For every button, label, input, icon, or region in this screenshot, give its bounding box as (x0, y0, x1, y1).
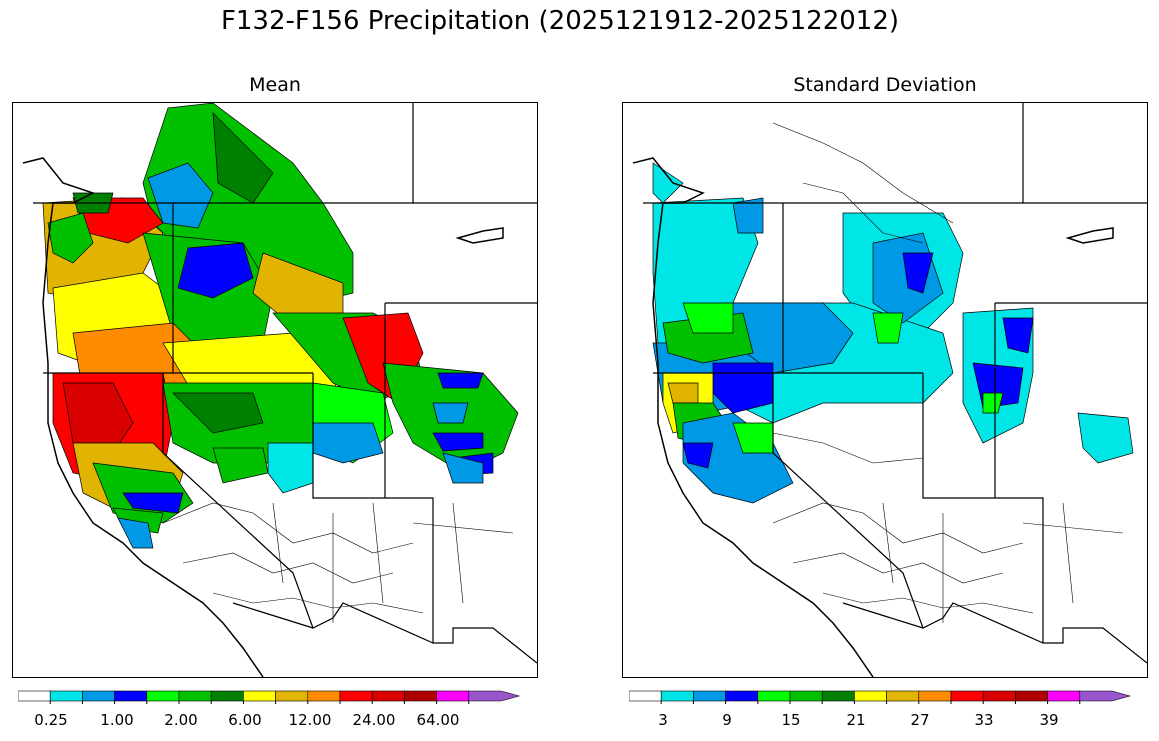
mean-colorbar (17, 688, 533, 708)
std-tick-label: 33 (974, 711, 994, 729)
mean-tick-label: 2.00 (164, 711, 198, 729)
std-tick-label: 21 (846, 711, 866, 729)
mean-colorbar-segment (210, 690, 244, 702)
mean-tick-label: 64.00 (416, 711, 460, 729)
mean-colorbar-segment (436, 690, 470, 702)
mean-tick-label: 1.00 (100, 711, 134, 729)
std-colorbar-segment (725, 690, 759, 702)
mean-tick-label: 24.00 (352, 711, 396, 729)
mean-colorbar-segment (146, 690, 180, 702)
mean-colorbar-segment (82, 690, 115, 702)
std-colorbar-segment (1015, 690, 1048, 702)
mean-map (12, 102, 538, 678)
std-colorbar-segment (982, 690, 1016, 702)
mean-colorbar-svg (17, 690, 521, 704)
std-colorbar-segment (886, 690, 920, 702)
mean-panel-title: Mean (249, 74, 301, 96)
std-tick-label: 3 (658, 711, 668, 729)
mean-tick-label: 6.00 (228, 711, 262, 729)
std-colorbar-segment (950, 690, 984, 702)
std-map (622, 102, 1148, 678)
mean-colorbar-segment (371, 690, 405, 702)
std-tick-label: 9 (722, 711, 732, 729)
std-map-canvas (632, 103, 1147, 677)
std-colorbar-segment (918, 690, 952, 702)
figure-title: F132-F156 Precipitation (2025121912-2025… (220, 6, 900, 36)
mean-colorbar-segment (17, 690, 51, 702)
std-tick-label: 27 (910, 711, 930, 729)
std-colorbar-segment (1047, 690, 1081, 702)
mean-colorbar-segment (468, 690, 521, 702)
std-colorbar-segment (789, 690, 823, 702)
mean-map-canvas (22, 103, 537, 677)
std-colorbar-svg (628, 690, 1132, 704)
std-colorbar-segment (821, 690, 855, 702)
mean-colorbar-segment (275, 690, 309, 702)
mean-colorbar-segment (404, 690, 437, 702)
std-colorbar (628, 688, 1144, 708)
std-panel-title: Standard Deviation (793, 74, 977, 96)
mean-colorbar-segment (243, 690, 276, 702)
mean-colorbar-segment (178, 690, 212, 702)
std-colorbar-segment (628, 690, 662, 702)
mean-tick-label: 0.25 (34, 711, 68, 729)
std-tick-label: 15 (781, 711, 801, 729)
mean-colorbar-segment (114, 690, 148, 702)
std-tick-label: 39 (1039, 711, 1059, 729)
std-colorbar-segment (660, 690, 694, 702)
std-colorbar-segment (854, 690, 887, 702)
mean-colorbar-segment (49, 690, 83, 702)
mean-colorbar-segment (307, 690, 341, 702)
mean-tick-label: 12.00 (288, 711, 332, 729)
std-colorbar-segment (1079, 690, 1132, 702)
std-colorbar-segment (757, 690, 791, 702)
mean-colorbar-segment (339, 690, 373, 702)
std-colorbar-segment (693, 690, 726, 702)
